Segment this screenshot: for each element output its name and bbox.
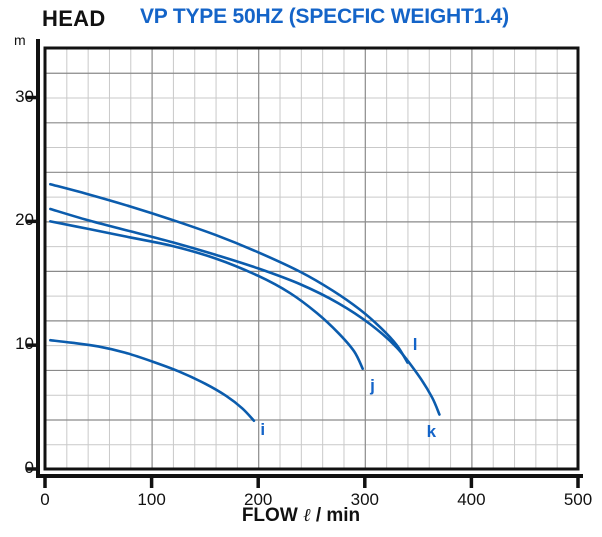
x-tick-label: 200	[244, 490, 273, 509]
y-tick-label: 20	[15, 210, 34, 230]
x-tick-label: 500	[563, 490, 593, 509]
x-tick-label: 0	[40, 490, 50, 509]
x-tick-label: 300	[350, 490, 379, 509]
curve-label-k: k	[426, 422, 437, 442]
x-axis-unit-litre: ℓ	[303, 505, 311, 525]
y-tick-label: 30	[15, 86, 34, 106]
x-axis-title-tail: / min	[315, 505, 361, 526]
curve-label-l: l	[412, 335, 418, 355]
x-axis-title: FLOW ℓ / min	[0, 505, 602, 527]
curve-label-j: j	[370, 376, 375, 396]
y-tick-label: 10	[15, 334, 34, 354]
head-axis-label: HEAD	[42, 6, 106, 31]
curve-j	[49, 220, 364, 370]
curve-k	[49, 207, 441, 416]
curve-l	[49, 182, 409, 364]
chart-title: VP TYPE 50HZ (SPECFIC WEIGHT1.4)	[140, 5, 509, 28]
x-axis-title-main: FLOW	[241, 505, 298, 526]
x-tick-label: 100	[137, 490, 166, 509]
curve-i	[49, 338, 256, 423]
curve-label-i: i	[260, 419, 266, 439]
x-tick-label: 400	[457, 490, 486, 509]
y-tick-label: 0	[24, 458, 34, 477]
y-axis-unit-label: m	[14, 32, 26, 48]
